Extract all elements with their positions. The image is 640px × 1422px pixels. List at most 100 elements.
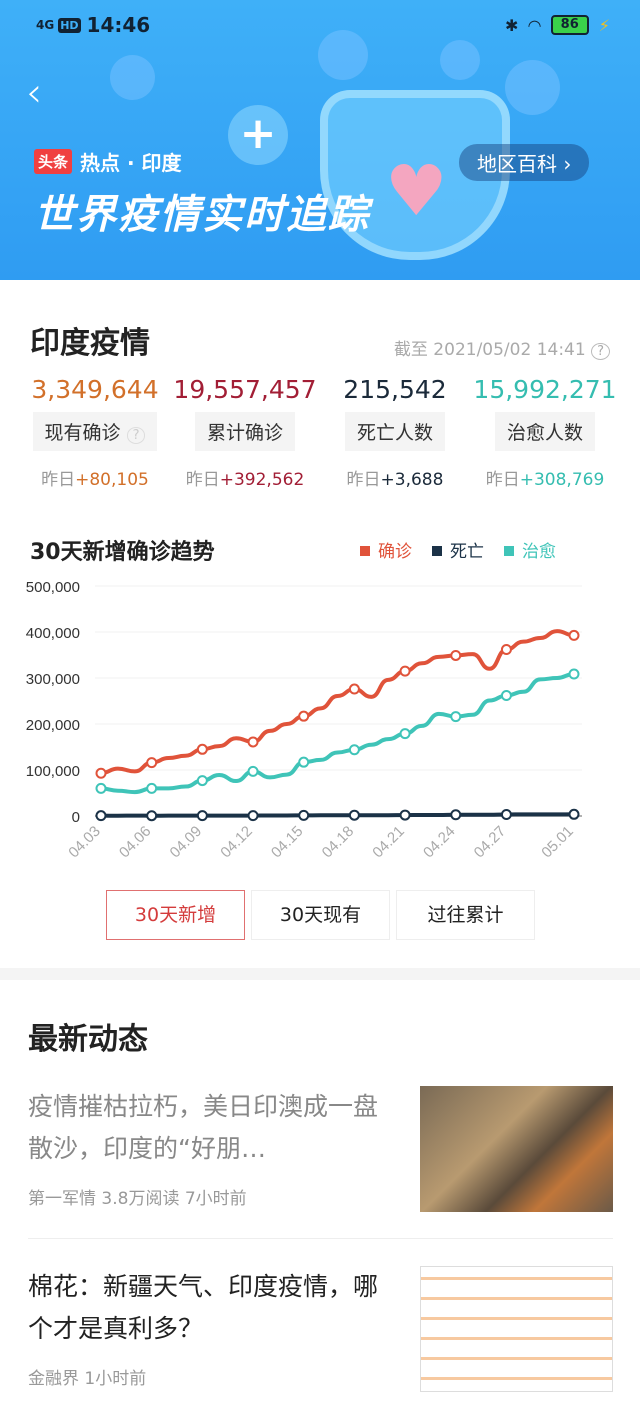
stat-recovered: 15,992,271 治愈人数昨日+308,769 [470,375,620,490]
data-point [95,782,107,794]
legend-confirmed[interactable]: 确诊 [360,537,412,562]
yesterday-value: +3,688 [380,470,444,490]
data-point [146,757,158,769]
news-item[interactable]: 棉花：新疆天气、印度疫情，哪个才是真利多？ 金融界 1小时前 [28,1266,613,1406]
stat-label[interactable]: 现有确诊 ? [32,412,158,451]
charging-icon: ⚡ [598,15,610,35]
news-thumbnail[interactable] [420,1086,613,1212]
news-item[interactable]: 疫情摧枯拉朽，美日印澳成一盘散沙，印度的“好朋… 第一军情 3.8万阅读 7小时… [28,1086,613,1226]
chart-title: 30天新增确诊趋势 [30,540,215,565]
help-icon[interactable]: ? [591,343,610,360]
news-meta: 金融界 1小时前 [28,1369,147,1389]
x-tick-label: 04.03 [65,823,104,862]
as-of-timestamp: 截至 2021/05/02 14:41 ? [394,335,610,360]
stat-total-confirmed: 19,557,457 累计确诊昨日+392,562 [170,375,320,490]
data-point [348,744,360,756]
data-point [146,782,158,794]
help-icon[interactable]: ? [126,427,146,444]
yesterday-label: 昨日 [185,470,220,490]
x-tick-label: 04.24 [420,823,459,862]
news-title[interactable]: 棉花：新疆天气、印度疫情，哪个才是真利多？ [28,1272,379,1343]
tab-historical-total[interactable]: 过往累计 [396,890,535,940]
data-point [146,810,158,822]
header-banner: ♥ + 4G HD 14:46 ✱ ◠ 86 ⚡ ‹ 头条 热点 · 印度 世界疫情实时… [0,0,640,280]
x-tick-label: 04.12 [217,823,256,862]
region-wiki-button[interactable]: 地区百科 › [459,144,590,181]
data-point [399,665,411,677]
x-tick-label: 04.06 [116,823,155,862]
legend-label: 治愈 [522,542,556,562]
x-tick-label: 04.09 [167,823,206,862]
data-point [568,808,580,820]
data-point [450,809,462,821]
as-of-text: 截至 2021/05/02 14:41 [393,340,586,360]
x-tick-label: 04.27 [471,823,510,862]
y-tick-label: 0 [72,809,80,826]
news-title[interactable]: 疫情摧枯拉朽，美日印澳成一盘散沙，印度的“好朋… [28,1092,379,1163]
x-tick-label: 05.01 [538,823,577,862]
series-line-死亡 [99,812,576,818]
news-thumbnail[interactable] [420,1266,613,1392]
stat-deaths: 215,542 死亡人数昨日+3,688 [320,375,470,490]
news-meta: 第一军情 3.8万阅读 7小时前 [28,1189,247,1209]
stat-value: 215,542 [343,375,447,404]
stat-value: 15,992,271 [473,375,617,404]
stat-value: 19,557,457 [173,375,317,404]
yesterday-label: 昨日 [346,470,381,490]
news-divider [28,1238,613,1239]
heart-icon: ♥ [385,150,448,232]
section-title: 印度疫情 [30,326,150,361]
data-point [298,710,310,722]
data-point [298,756,310,768]
stat-value: 3,349,644 [31,375,159,404]
data-point [196,810,208,822]
data-point [196,743,208,755]
legend-recovered[interactable]: 治愈 [504,537,556,562]
tab-30-day-current[interactable]: 30天现有 [251,890,390,940]
toutiao-tag: 头条 [34,149,73,174]
data-point [500,808,512,820]
topic-label: 热点 · 印度 [80,151,182,175]
banner-title: 世界疫情实时追踪 [34,192,370,238]
news-section-title: 最新动态 [28,1022,148,1057]
stat-label: 治愈人数 [494,412,595,451]
data-point [348,683,360,695]
data-point [348,809,360,821]
yesterday-label: 昨日 [41,470,76,490]
y-tick-label: 400,000 [26,625,80,642]
trend-chart: 0 100,000 200,000 300,000 400,000 500,000 04.0… [26,579,582,862]
data-point [450,711,462,723]
data-point [568,668,580,680]
series-line-确诊 [99,629,576,776]
stat-label: 死亡人数 [344,412,445,451]
status-bar: 4G HD 14:46 ✱ ◠ 86 ⚡ [36,10,610,40]
data-point [247,765,259,777]
yesterday-value: +392,562 [219,470,305,490]
medical-cross-icon: + [228,105,288,165]
section-divider [0,968,640,980]
bluetooth-icon: ✱ [504,15,519,35]
data-point [95,810,107,822]
chart-legend: 确诊 死亡 治愈 [360,537,556,562]
data-point [298,809,310,821]
clock: 14:46 [86,13,151,37]
legend-label: 死亡 [450,542,484,562]
x-tick-label: 04.21 [369,823,408,862]
stat-label-text: 现有确诊 [44,422,121,444]
yesterday-label: 昨日 [485,470,520,490]
data-point [450,649,462,661]
stat-label: 累计确诊 [194,412,295,451]
y-tick-label: 100,000 [26,763,80,780]
legend-deaths[interactable]: 死亡 [432,537,484,562]
tab-30-day-new[interactable]: 30天新增 [106,890,245,940]
wifi-icon: ◠ [528,15,541,35]
data-point [399,728,411,740]
data-point [399,809,411,821]
hd-badge: HD [58,17,81,33]
y-tick-label: 200,000 [26,717,80,734]
shield-illustration [320,90,510,260]
data-point [500,689,512,701]
data-point [568,629,580,641]
back-button[interactable]: ‹ [26,70,42,116]
yesterday-value: +308,769 [519,470,605,490]
